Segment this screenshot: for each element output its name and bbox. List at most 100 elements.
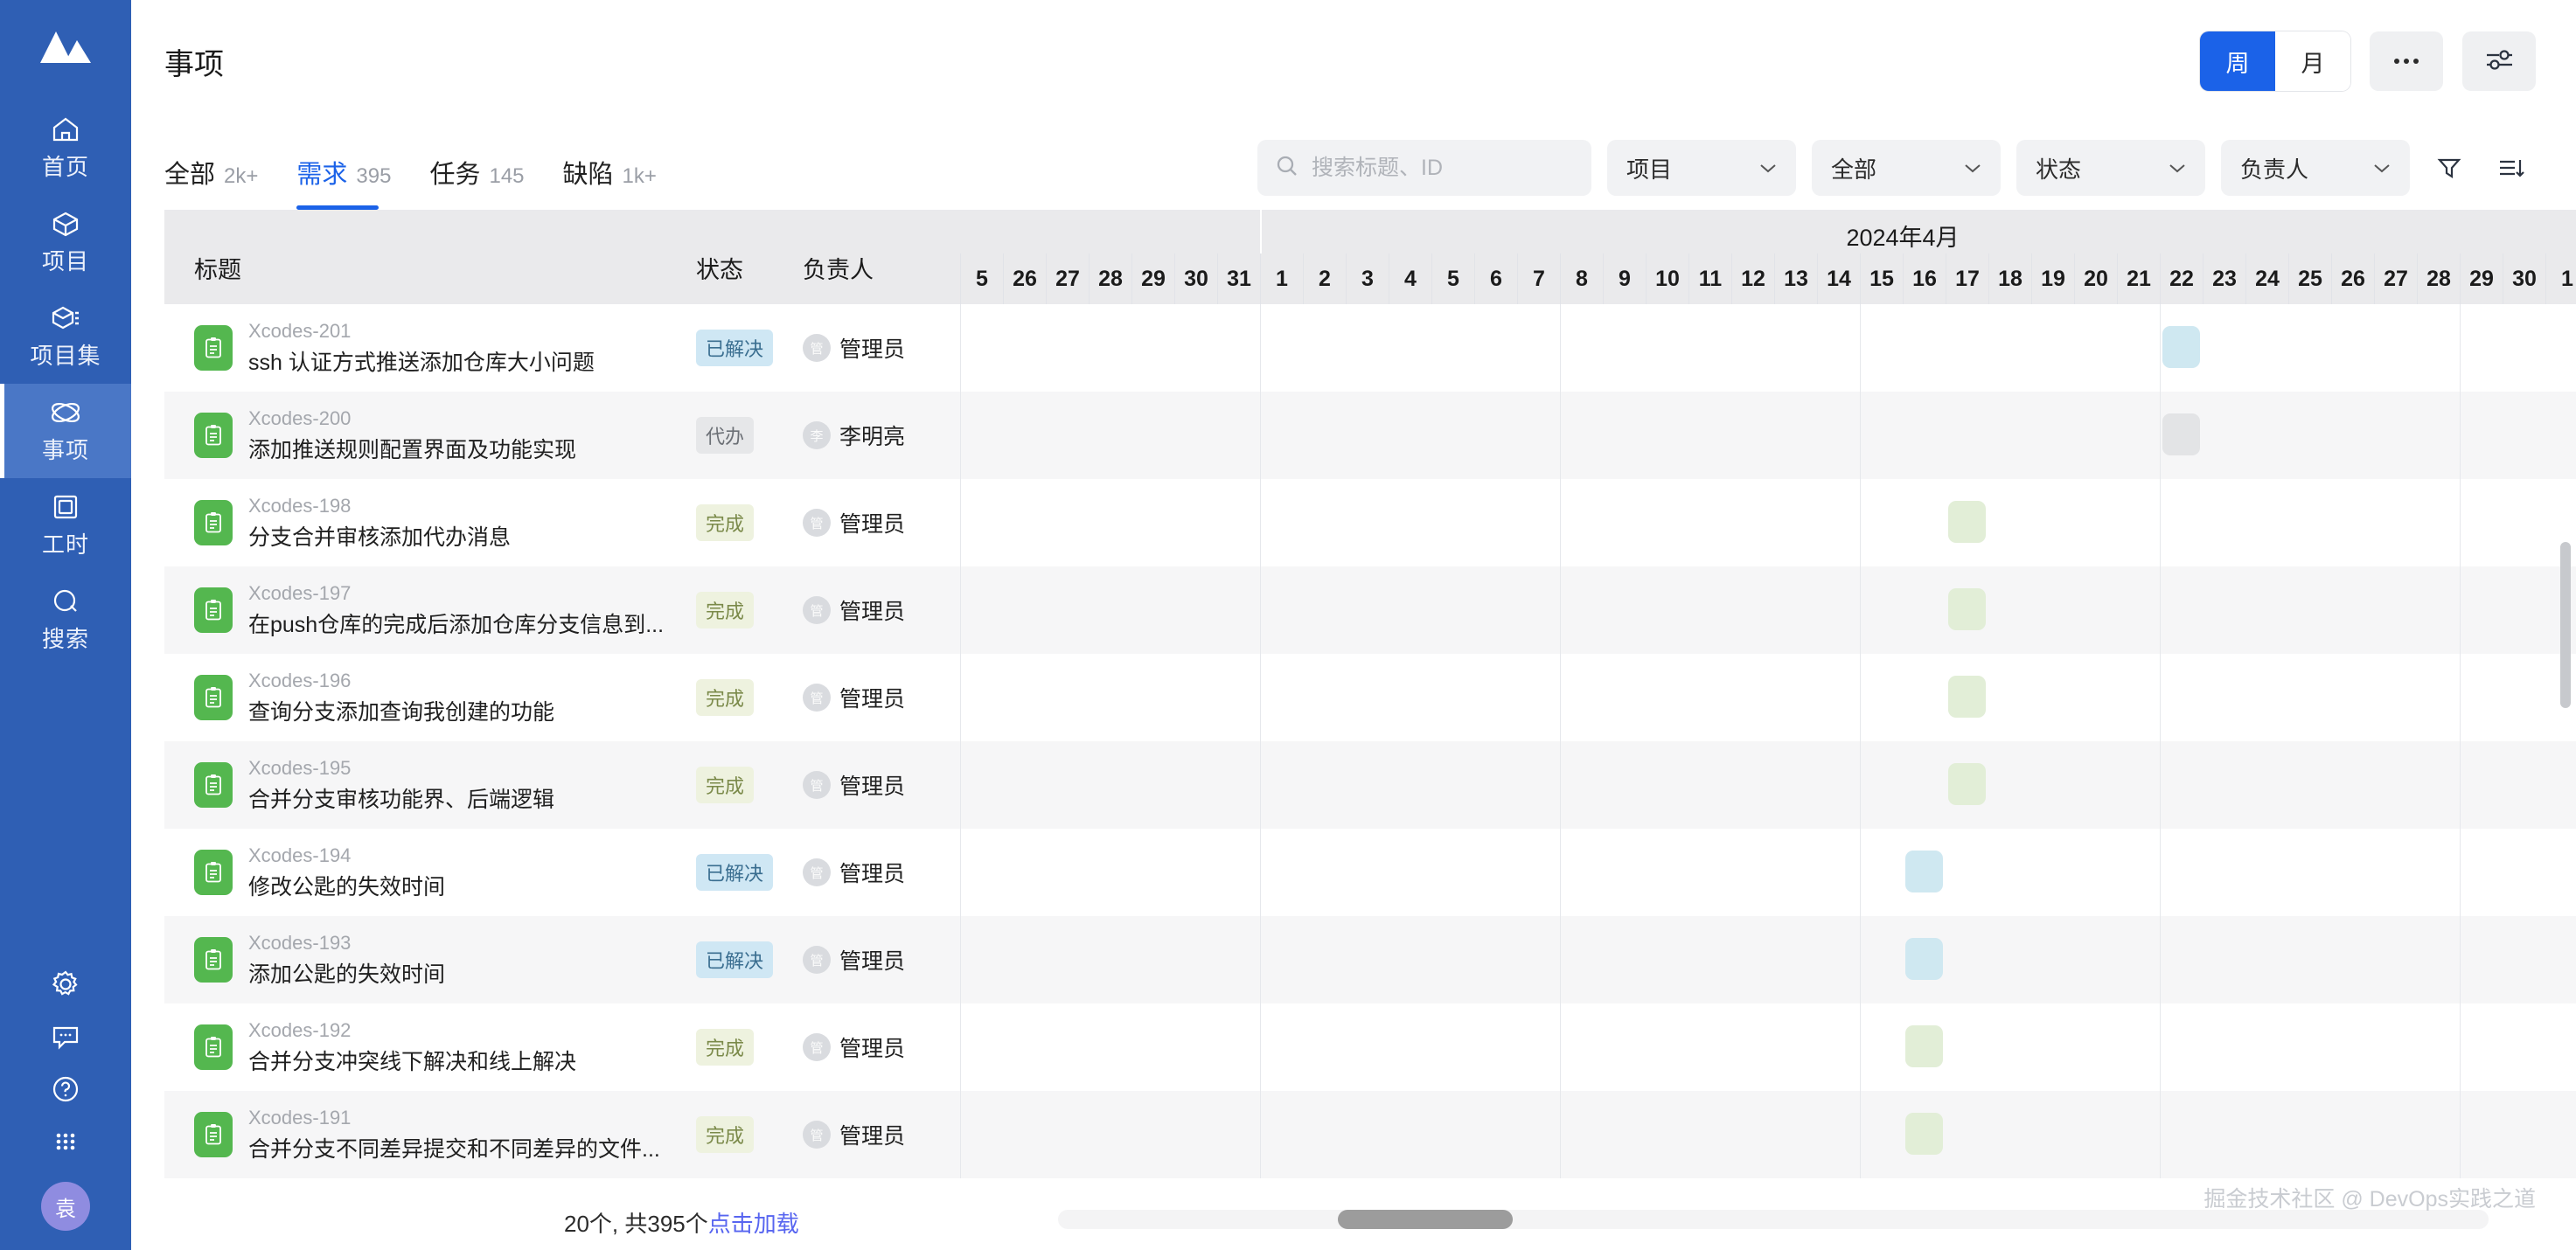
row-name[interactable]: 修改公匙的失效时间 — [248, 874, 446, 899]
gantt-bar[interactable] — [1948, 501, 1986, 543]
filter-status[interactable]: 状态 — [2016, 140, 2205, 196]
horizontal-scrollbar-track[interactable] — [1058, 1210, 2489, 1229]
table-row[interactable]: Xcodes-193 添加公匙的失效时间 已解决管管理员 — [164, 916, 2576, 1003]
row-key: Xcodes-194 — [248, 844, 352, 866]
requirement-icon — [194, 937, 233, 983]
requirement-icon — [194, 325, 233, 371]
row-name[interactable]: 在push仓库的完成后添加仓库分支信息到... — [248, 612, 665, 637]
view-toggle-week[interactable]: 周 — [2200, 31, 2275, 91]
gantt-bar[interactable] — [2162, 326, 2200, 368]
table-row[interactable]: Xcodes-201 ssh 认证方式推送添加仓库大小问题 已解决管管理员 — [164, 304, 2576, 392]
grid-line — [2160, 566, 2161, 654]
row-status-cell: 已解决 — [696, 829, 803, 916]
status-badge[interactable]: 完成 — [696, 1029, 755, 1066]
row-name[interactable]: 查询分支添加查询我创建的功能 — [248, 699, 555, 725]
day-header-cell: 29 — [2460, 253, 2503, 304]
tab-defects[interactable]: 缺陷 1k+ — [563, 154, 657, 210]
row-name[interactable]: 添加公匙的失效时间 — [248, 962, 446, 987]
row-name[interactable]: 添加推送规则配置界面及功能实现 — [248, 437, 577, 462]
view-toggle[interactable]: 周 月 — [2200, 31, 2350, 91]
tab-list: 全部 2k+ 需求 395 任务 145 缺陷 1k+ — [164, 122, 657, 210]
gantt-bar[interactable] — [1905, 851, 1943, 892]
row-timeline-cell — [960, 304, 2576, 392]
status-badge[interactable]: 完成 — [696, 767, 755, 803]
gear-icon[interactable] — [0, 958, 131, 1010]
table-row[interactable]: Xcodes-195 合并分支审核功能界、后端逻辑 完成 管管理员 — [164, 741, 2576, 829]
row-owner-cell: 管管理员 — [803, 1091, 960, 1178]
gantt-bar[interactable] — [1905, 1113, 1943, 1155]
row-title-stack: Xcodes-200 添加推送规则配置界面及功能实现 — [248, 407, 576, 464]
sidebar-item-projects[interactable]: 项目 — [0, 195, 131, 289]
avatar[interactable]: 袁 — [41, 1182, 90, 1231]
gantt-bar[interactable] — [1948, 763, 1986, 805]
status-badge[interactable]: 完成 — [696, 592, 755, 628]
row-status-cell: 已解决 — [696, 916, 803, 1003]
gantt-bar[interactable] — [2162, 413, 2200, 455]
sidebar-item-project-sets[interactable]: 项目集 — [0, 289, 131, 384]
grid-line — [1560, 654, 1561, 741]
filter-bar: 项目 全部 状态 负责 — [1257, 140, 2536, 196]
search-box[interactable] — [1257, 140, 1591, 196]
row-name[interactable]: ssh 认证方式推送添加仓库大小问题 — [248, 350, 595, 375]
row-name[interactable]: 合并分支冲突线下解决和线上解决 — [248, 1049, 577, 1074]
tab-requirements[interactable]: 需求 395 — [296, 154, 391, 210]
row-title-cell: Xcodes-200 添加推送规则配置界面及功能实现 — [164, 392, 696, 479]
tab-tasks[interactable]: 任务 145 — [429, 154, 524, 210]
settings-button[interactable] — [2462, 31, 2536, 91]
status-badge[interactable]: 完成 — [696, 1116, 755, 1153]
table-row[interactable]: Xcodes-197 在push仓库的完成后添加仓库分支信息到... 完成 管管理员 — [164, 566, 2576, 654]
owner-name: 管理员 — [839, 774, 906, 799]
grid-line — [2160, 654, 2161, 741]
owner-name: 管理员 — [839, 949, 906, 974]
tab-all[interactable]: 全部 2k+ — [164, 154, 258, 210]
sidebar-item-worklog[interactable]: 工时 — [0, 478, 131, 573]
mountain-logo[interactable] — [38, 24, 93, 71]
more-button[interactable] — [2370, 31, 2443, 91]
sort-descending-icon[interactable] — [2489, 140, 2536, 196]
search-input[interactable] — [1312, 155, 1574, 181]
sidebar-item-issues[interactable]: 事项 — [0, 384, 131, 478]
status-badge[interactable]: 已解决 — [696, 941, 774, 978]
gantt-bar[interactable] — [1905, 938, 1943, 980]
sidebar-item-home[interactable]: 首页 — [0, 101, 131, 195]
table-row[interactable]: Xcodes-191 合并分支不同差异提交和不同差异的文件... 完成 管管理员 — [164, 1091, 2576, 1178]
status-badge[interactable]: 完成 — [696, 504, 755, 541]
table-row[interactable]: Xcodes-200 添加推送规则配置界面及功能实现 代办 李李明亮 — [164, 392, 2576, 479]
table-row[interactable]: Xcodes-192 合并分支冲突线下解决和线上解决 完成 管管理员 — [164, 1003, 2576, 1091]
day-header-cell: 15 — [1860, 253, 1903, 304]
row-status-cell: 完成 — [696, 654, 803, 741]
apps-grid-icon[interactable] — [0, 1115, 131, 1168]
row-title-cell: Xcodes-194 修改公匙的失效时间 — [164, 829, 696, 916]
load-more-link[interactable]: 点击加载 — [707, 1211, 799, 1237]
filter-project[interactable]: 项目 — [1607, 140, 1796, 196]
row-name[interactable]: 合并分支审核功能界、后端逻辑 — [248, 787, 555, 812]
day-header-cell: 29 — [1131, 253, 1174, 304]
status-badge[interactable]: 完成 — [696, 679, 755, 716]
row-title-cell: Xcodes-193 添加公匙的失效时间 — [164, 916, 696, 1003]
grid-line — [1560, 1003, 1561, 1091]
status-badge[interactable]: 已解决 — [696, 854, 774, 891]
cube-icon — [51, 209, 80, 239]
view-toggle-month[interactable]: 月 — [2275, 31, 2350, 91]
documents-icon — [51, 492, 80, 522]
row-name[interactable]: 合并分支不同差异提交和不同差异的文件... — [248, 1136, 660, 1162]
subbar: 全部 2k+ 需求 395 任务 145 缺陷 1k+ — [131, 122, 2576, 210]
gantt-bar[interactable] — [1948, 676, 1986, 718]
filter-all[interactable]: 全部 — [1812, 140, 2001, 196]
horizontal-scrollbar-thumb[interactable] — [1338, 1210, 1513, 1229]
status-badge[interactable]: 已解决 — [696, 330, 774, 366]
funnel-icon[interactable] — [2426, 140, 2473, 196]
row-name[interactable]: 分支合并审核添加代办消息 — [248, 524, 512, 550]
gantt-bar[interactable] — [1948, 588, 1986, 630]
table-row[interactable]: Xcodes-194 修改公匙的失效时间 已解决管管理员 — [164, 829, 2576, 916]
help-icon[interactable] — [0, 1063, 131, 1115]
grid-line — [2160, 1003, 2161, 1091]
filter-owner[interactable]: 负责人 — [2221, 140, 2410, 196]
status-badge[interactable]: 代办 — [696, 417, 755, 454]
feedback-icon[interactable] — [0, 1010, 131, 1063]
vertical-scrollbar[interactable] — [2560, 542, 2571, 708]
gantt-bar[interactable] — [1905, 1025, 1943, 1067]
table-row[interactable]: Xcodes-198 分支合并审核添加代办消息 完成 管管理员 — [164, 479, 2576, 566]
sidebar-item-search[interactable]: 搜索 — [0, 573, 131, 667]
table-row[interactable]: Xcodes-196 查询分支添加查询我创建的功能 完成 管管理员 — [164, 654, 2576, 741]
